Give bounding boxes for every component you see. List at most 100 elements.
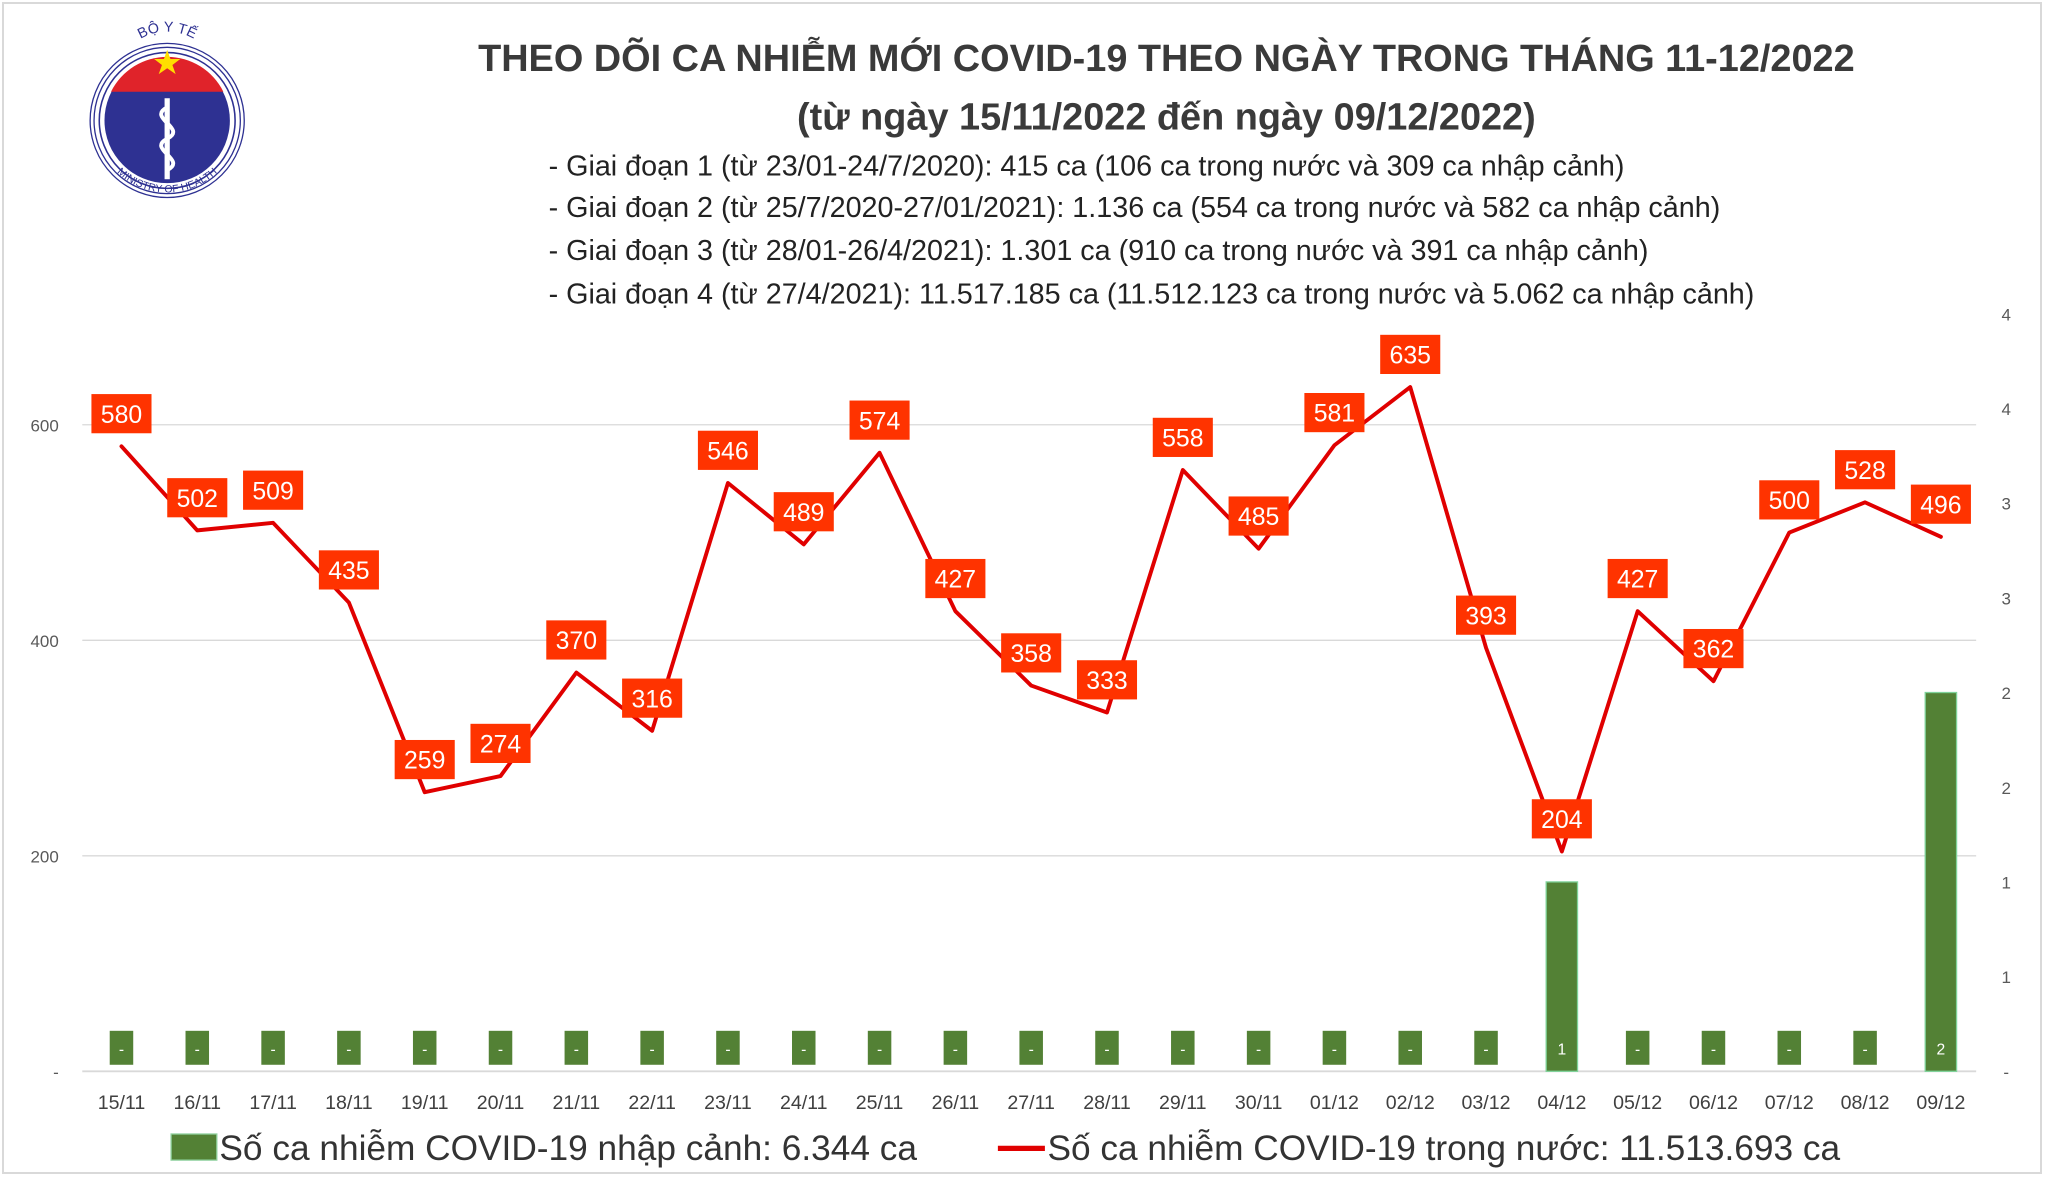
line-data-label-box <box>167 478 228 518</box>
bar-data-label: - <box>1029 1041 1034 1058</box>
bar <box>716 1030 740 1065</box>
line-data-label: 333 <box>1086 668 1127 695</box>
bar <box>412 1030 437 1065</box>
line-data-label-box <box>849 400 910 440</box>
x-axis-tick: 04/12 <box>1537 1092 1586 1114</box>
line-data-label-box <box>470 723 531 763</box>
bar-data-label: 2 <box>1937 1041 1946 1058</box>
domestic-cases-line <box>119 385 1943 854</box>
note-phase-4: - Giai đoạn 4 (từ 27/4/2021): 11.517.185… <box>549 278 1755 310</box>
right-axis-tick: 3 <box>2001 495 2010 514</box>
line-data-label: 509 <box>252 478 293 505</box>
bar-data-label: - <box>422 1041 427 1058</box>
chart-subtitle: (từ ngày 15/11/2022 đến ngày 09/12/2022) <box>797 97 1536 139</box>
left-axis-tick: 200 <box>30 847 58 866</box>
x-axis-tick: 21/11 <box>553 1092 601 1114</box>
bar-data-label: - <box>119 1041 124 1058</box>
line-data-label: 427 <box>935 567 976 594</box>
x-axis-tick: 19/11 <box>401 1092 449 1114</box>
bar-data-label: 1 <box>1557 1041 1566 1058</box>
bar-data-label: - <box>1104 1041 1109 1058</box>
bar <box>1701 1030 1726 1065</box>
line-data-label-box <box>243 470 304 510</box>
x-axis-tick: 23/11 <box>704 1092 752 1114</box>
line-data-label-box <box>318 550 379 590</box>
x-axis-tick: 16/11 <box>174 1092 222 1114</box>
line-data-label-box <box>1607 558 1668 599</box>
bar-data-label: - <box>1787 1041 1792 1058</box>
line-data-label: 259 <box>404 748 445 775</box>
right-axis-tick: 1 <box>2001 968 2010 987</box>
bar <box>1853 1030 1877 1065</box>
right-axis-tick: 2 <box>2001 779 2010 798</box>
right-axis-tick: 2 <box>2001 684 2010 703</box>
note-phase-1: - Giai đoạn 1 (từ 23/01-24/7/2020): 415 … <box>549 150 1625 182</box>
line-data-label: 362 <box>1693 637 1734 664</box>
bar-data-label: - <box>346 1041 351 1058</box>
note-phase-3: - Giai đoạn 3 (từ 28/01-26/4/2021): 1.30… <box>549 235 1649 267</box>
bar <box>1398 1030 1422 1065</box>
bar-data-label: - <box>725 1041 730 1058</box>
line-data-label: 485 <box>1238 504 1279 531</box>
bar <box>1545 881 1579 1072</box>
line-data-label: 489 <box>783 500 824 527</box>
bar <box>564 1030 589 1065</box>
line-data-label-box <box>1076 660 1138 700</box>
x-axis-tick: 07/12 <box>1765 1092 1814 1114</box>
x-axis-tick: 28/11 <box>1083 1092 1131 1114</box>
bar-data-label: - <box>877 1041 882 1058</box>
bar <box>1095 1030 1119 1065</box>
bar-data-label: - <box>574 1041 579 1058</box>
bar <box>337 1030 361 1065</box>
bar-data-label: - <box>1862 1041 1867 1058</box>
line-data-label-box <box>622 678 683 718</box>
line-data-label-box <box>1835 450 1896 490</box>
legend: Số ca nhiễm COVID-19 nhập cảnh: 6.344 ca… <box>170 1129 1841 1168</box>
bar <box>1322 1030 1347 1065</box>
line-data-label-box <box>925 558 986 599</box>
bar-data-label: - <box>953 1041 958 1058</box>
x-axis-tick: 29/11 <box>1159 1092 1207 1114</box>
line-data-label: 427 <box>1617 567 1658 594</box>
bar <box>1019 1030 1043 1065</box>
line-data-label-box <box>1683 628 1744 669</box>
line-data-label: 635 <box>1390 343 1431 370</box>
x-axis-tick: 02/12 <box>1386 1092 1435 1114</box>
x-axis-tick: 03/12 <box>1462 1092 1511 1114</box>
line-data-label: 274 <box>480 732 522 759</box>
bar-data-label: - <box>195 1041 200 1058</box>
bar <box>1474 1030 1498 1065</box>
chart-title: THEO DÕI CA NHIỄM MỚI COVID-19 THEO NGÀY… <box>478 36 1855 80</box>
line-data-label-box <box>546 620 607 660</box>
x-axis-tick: 05/12 <box>1613 1092 1662 1114</box>
ministry-of-health-logo: BỘ Y TẾ MINISTRY OF HEALTH <box>89 19 245 199</box>
bar <box>261 1030 285 1065</box>
x-axis-tick: 15/11 <box>98 1092 146 1114</box>
line-data-label: 580 <box>101 402 142 429</box>
bar-data-label: - <box>1711 1041 1716 1058</box>
bar <box>943 1030 968 1065</box>
x-axis-tick: 08/12 <box>1841 1092 1890 1114</box>
bar <box>1246 1030 1271 1065</box>
x-axis-tick: 26/11 <box>932 1092 980 1114</box>
bar <box>109 1030 134 1065</box>
bar <box>1625 1030 1650 1065</box>
left-axis-tick: 600 <box>30 416 58 435</box>
bar <box>640 1030 664 1065</box>
bar-data-label: - <box>1332 1041 1337 1058</box>
bar-data-label: - <box>270 1041 275 1058</box>
x-axis-tick: 22/11 <box>628 1092 676 1114</box>
right-axis-tick: 1 <box>2001 873 2010 892</box>
line-data-label-box <box>1304 393 1365 433</box>
x-axis-tick: 20/11 <box>477 1092 525 1114</box>
line-data-label-box <box>91 394 152 434</box>
left-axis-tick: 400 <box>30 632 58 651</box>
line-data-label: 316 <box>631 686 672 713</box>
line-data-label-box <box>1380 334 1441 374</box>
note-phase-2: - Giai đoạn 2 (từ 25/7/2020-27/01/2021):… <box>549 192 1721 224</box>
line-data-label-box <box>1759 480 1820 520</box>
right-axis-tick: 3 <box>2001 589 2010 608</box>
bar <box>867 1030 892 1065</box>
